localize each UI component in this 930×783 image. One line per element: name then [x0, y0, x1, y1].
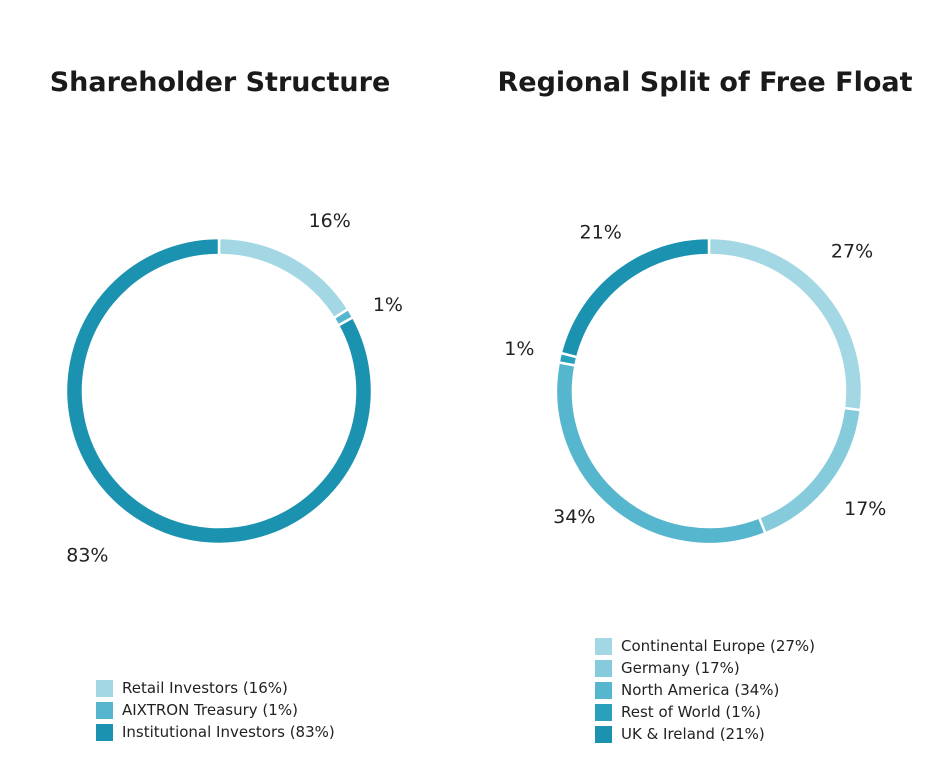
data-label-aixtron-treasury: 1% — [373, 294, 403, 316]
legend-label: Retail Investors (16%) — [122, 679, 288, 697]
chart-title: Regional Split of Free Float — [497, 67, 913, 98]
data-label-uk-and-ireland: 21% — [580, 221, 622, 243]
donut-chart: 16% 1% 83% — [64, 210, 403, 566]
legend-item-retail-investors: Retail Investors (16%) — [96, 677, 335, 699]
legend-label: Rest of World (1%) — [621, 703, 761, 721]
data-label-continental-europe: 27% — [831, 240, 873, 262]
data-label-north-america: 34% — [553, 506, 595, 528]
slice-continental-europe — [707, 236, 864, 412]
data-label-retail-investors: 16% — [309, 210, 351, 232]
legend-swatch — [595, 681, 612, 699]
shareholder-structure-chart: Shareholder Structure 16% 1% 83% Retail In… — [0, 0, 440, 783]
legend-swatch — [96, 701, 113, 719]
chart-title: Shareholder Structure — [49, 67, 391, 98]
legend-swatch — [595, 725, 612, 743]
slice-uk-and-ireland — [559, 236, 711, 359]
slice-retail-investors — [217, 236, 350, 320]
legend-item-uk-and-ireland: UK & Ireland (21%) — [595, 723, 815, 745]
chart-legend: Continental Europe (27%) Germany (17%) Nor… — [595, 635, 815, 745]
legend-swatch — [96, 723, 113, 741]
legend-item-rest-of-world: Rest of World (1%) — [595, 701, 815, 723]
regional-split-chart: Regional Split of Free Float 27% 17% 34% 1%… — [480, 0, 930, 783]
legend-swatch — [595, 637, 612, 655]
legend-label: Institutional Investors (83%) — [122, 723, 335, 741]
slice-institutional-investors — [64, 236, 374, 546]
legend-label: North America (34%) — [621, 681, 780, 699]
legend-item-continental-europe: Continental Europe (27%) — [595, 635, 815, 657]
data-label-rest-of-world: 1% — [504, 338, 534, 360]
legend-swatch — [595, 703, 612, 721]
legend-label: AIXTRON Treasury (1%) — [122, 701, 298, 719]
legend-label: UK & Ireland (21%) — [621, 725, 765, 743]
chart-legend: Retail Investors (16%) AIXTRON Treasury (… — [96, 677, 335, 743]
legend-item-germany: Germany (17%) — [595, 657, 815, 679]
legend-label: Continental Europe (27%) — [621, 637, 816, 655]
legend-label: Germany (17%) — [621, 659, 740, 677]
donut-chart: 27% 17% 34% 1% 21% — [504, 221, 886, 546]
legend-item-aixtron-treasury: AIXTRON Treasury (1%) — [96, 699, 335, 721]
legend-item-institutional-investors: Institutional Investors (83%) — [96, 721, 335, 743]
data-label-institutional-investors: 83% — [66, 544, 108, 566]
legend-swatch — [595, 659, 612, 677]
legend-swatch — [96, 679, 113, 697]
legend-item-north-america: North America (34%) — [595, 679, 815, 701]
data-label-germany: 17% — [844, 498, 886, 520]
